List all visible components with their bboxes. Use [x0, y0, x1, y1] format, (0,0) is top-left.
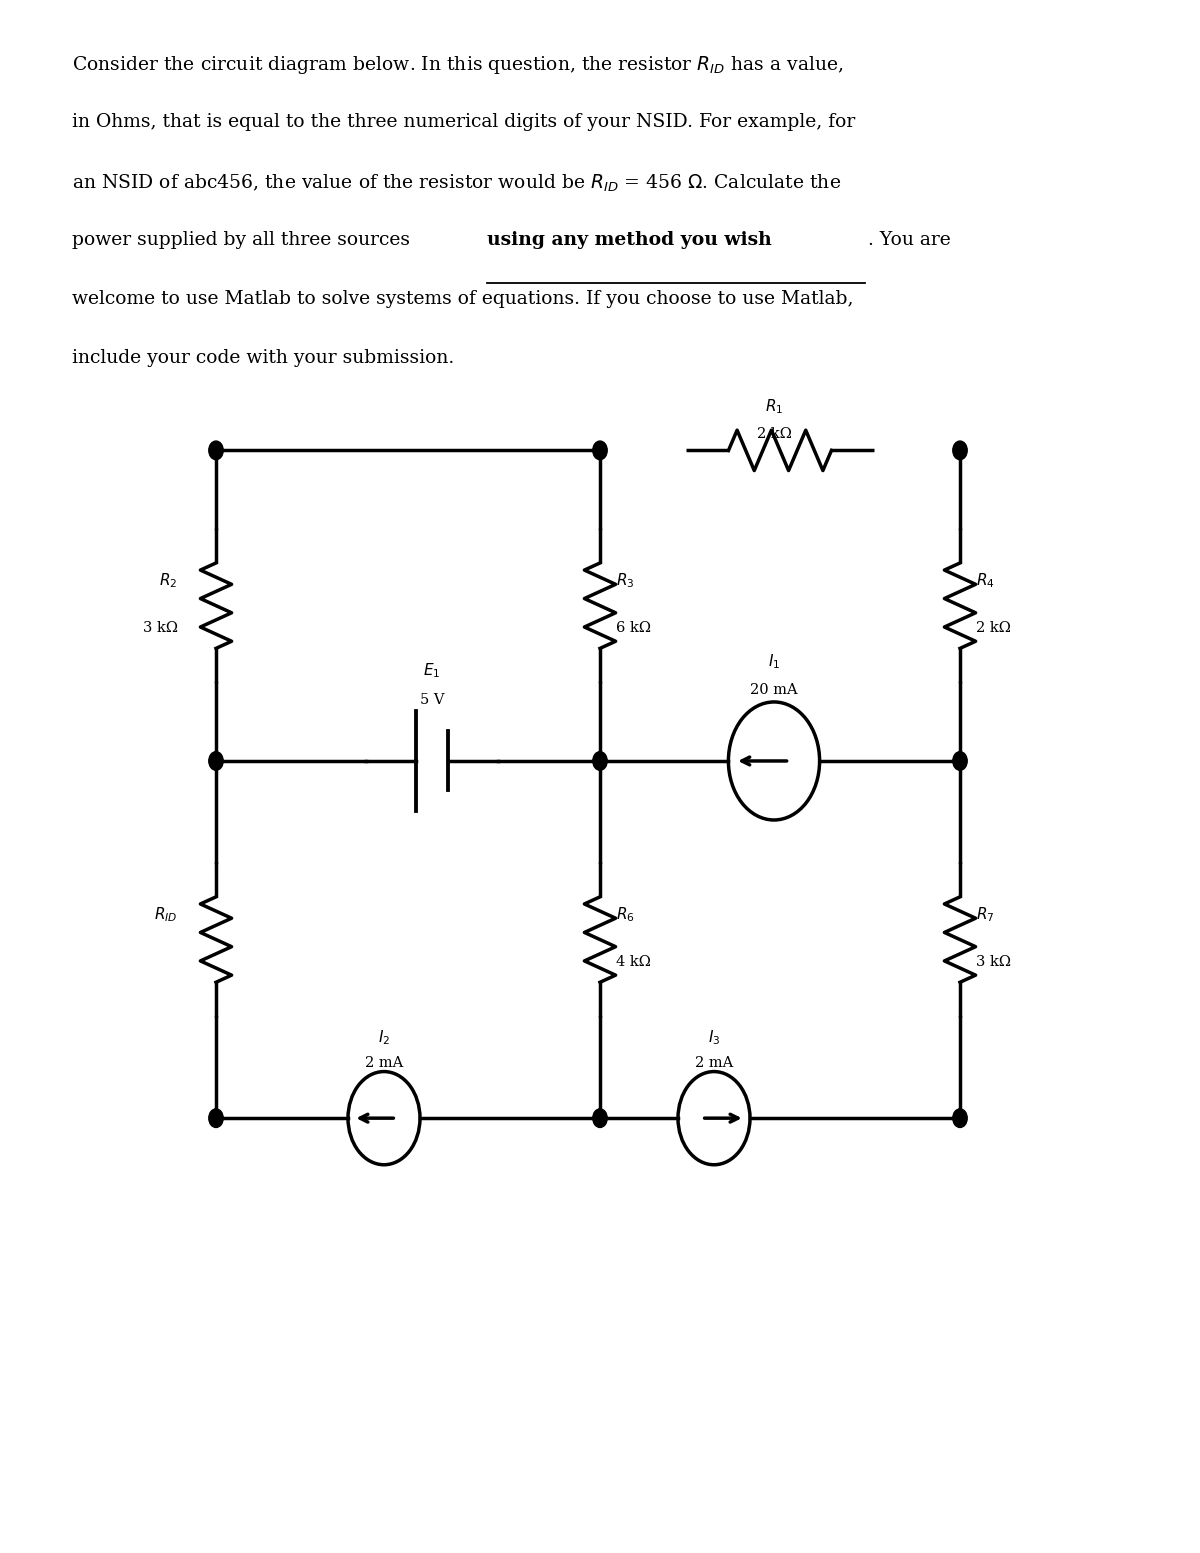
Text: $R_{ID}$: $R_{ID}$: [154, 905, 178, 924]
Text: welcome to use Matlab to solve systems of equations. If you choose to use Matlab: welcome to use Matlab to solve systems o…: [72, 290, 853, 309]
Circle shape: [953, 752, 967, 770]
Text: $R_3$: $R_3$: [616, 572, 634, 590]
Text: 6 kΩ: 6 kΩ: [616, 621, 650, 635]
Text: 5 V: 5 V: [420, 693, 444, 707]
Text: $R_4$: $R_4$: [976, 572, 995, 590]
Circle shape: [593, 1109, 607, 1127]
Text: $R_7$: $R_7$: [976, 905, 994, 924]
Text: $I_1$: $I_1$: [768, 652, 780, 671]
Text: $R_1$: $R_1$: [764, 398, 784, 416]
Text: $I_3$: $I_3$: [708, 1028, 720, 1047]
Circle shape: [953, 1109, 967, 1127]
Text: 3 kΩ: 3 kΩ: [143, 621, 178, 635]
Text: using any method you wish: using any method you wish: [487, 231, 772, 250]
Text: $R_2$: $R_2$: [160, 572, 178, 590]
Text: $I_2$: $I_2$: [378, 1028, 390, 1047]
Text: an NSID of abc456, the value of the resistor would be $R_{ID}$ = 456 $\Omega$. C: an NSID of abc456, the value of the resi…: [72, 172, 841, 194]
Text: include your code with your submission.: include your code with your submission.: [72, 349, 455, 368]
Text: 2 mA: 2 mA: [365, 1056, 403, 1070]
Text: 2 kΩ: 2 kΩ: [756, 427, 792, 441]
Circle shape: [593, 441, 607, 460]
Text: Consider the circuit diagram below. In this question, the resistor $R_{ID}$ has : Consider the circuit diagram below. In t…: [72, 54, 844, 76]
Circle shape: [209, 1109, 223, 1127]
Text: 3 kΩ: 3 kΩ: [976, 955, 1010, 969]
Circle shape: [953, 441, 967, 460]
Text: 2 kΩ: 2 kΩ: [976, 621, 1010, 635]
Text: 2 mA: 2 mA: [695, 1056, 733, 1070]
Text: power supplied by all three sources: power supplied by all three sources: [72, 231, 416, 250]
Text: 20 mA: 20 mA: [750, 683, 798, 697]
Text: $R_6$: $R_6$: [616, 905, 635, 924]
Circle shape: [593, 752, 607, 770]
Text: . You are: . You are: [868, 231, 950, 250]
Text: in Ohms, that is equal to the three numerical digits of your NSID. For example, : in Ohms, that is equal to the three nume…: [72, 113, 856, 132]
Text: $E_1$: $E_1$: [424, 662, 440, 680]
Text: 4 kΩ: 4 kΩ: [616, 955, 650, 969]
Circle shape: [209, 752, 223, 770]
Circle shape: [209, 441, 223, 460]
